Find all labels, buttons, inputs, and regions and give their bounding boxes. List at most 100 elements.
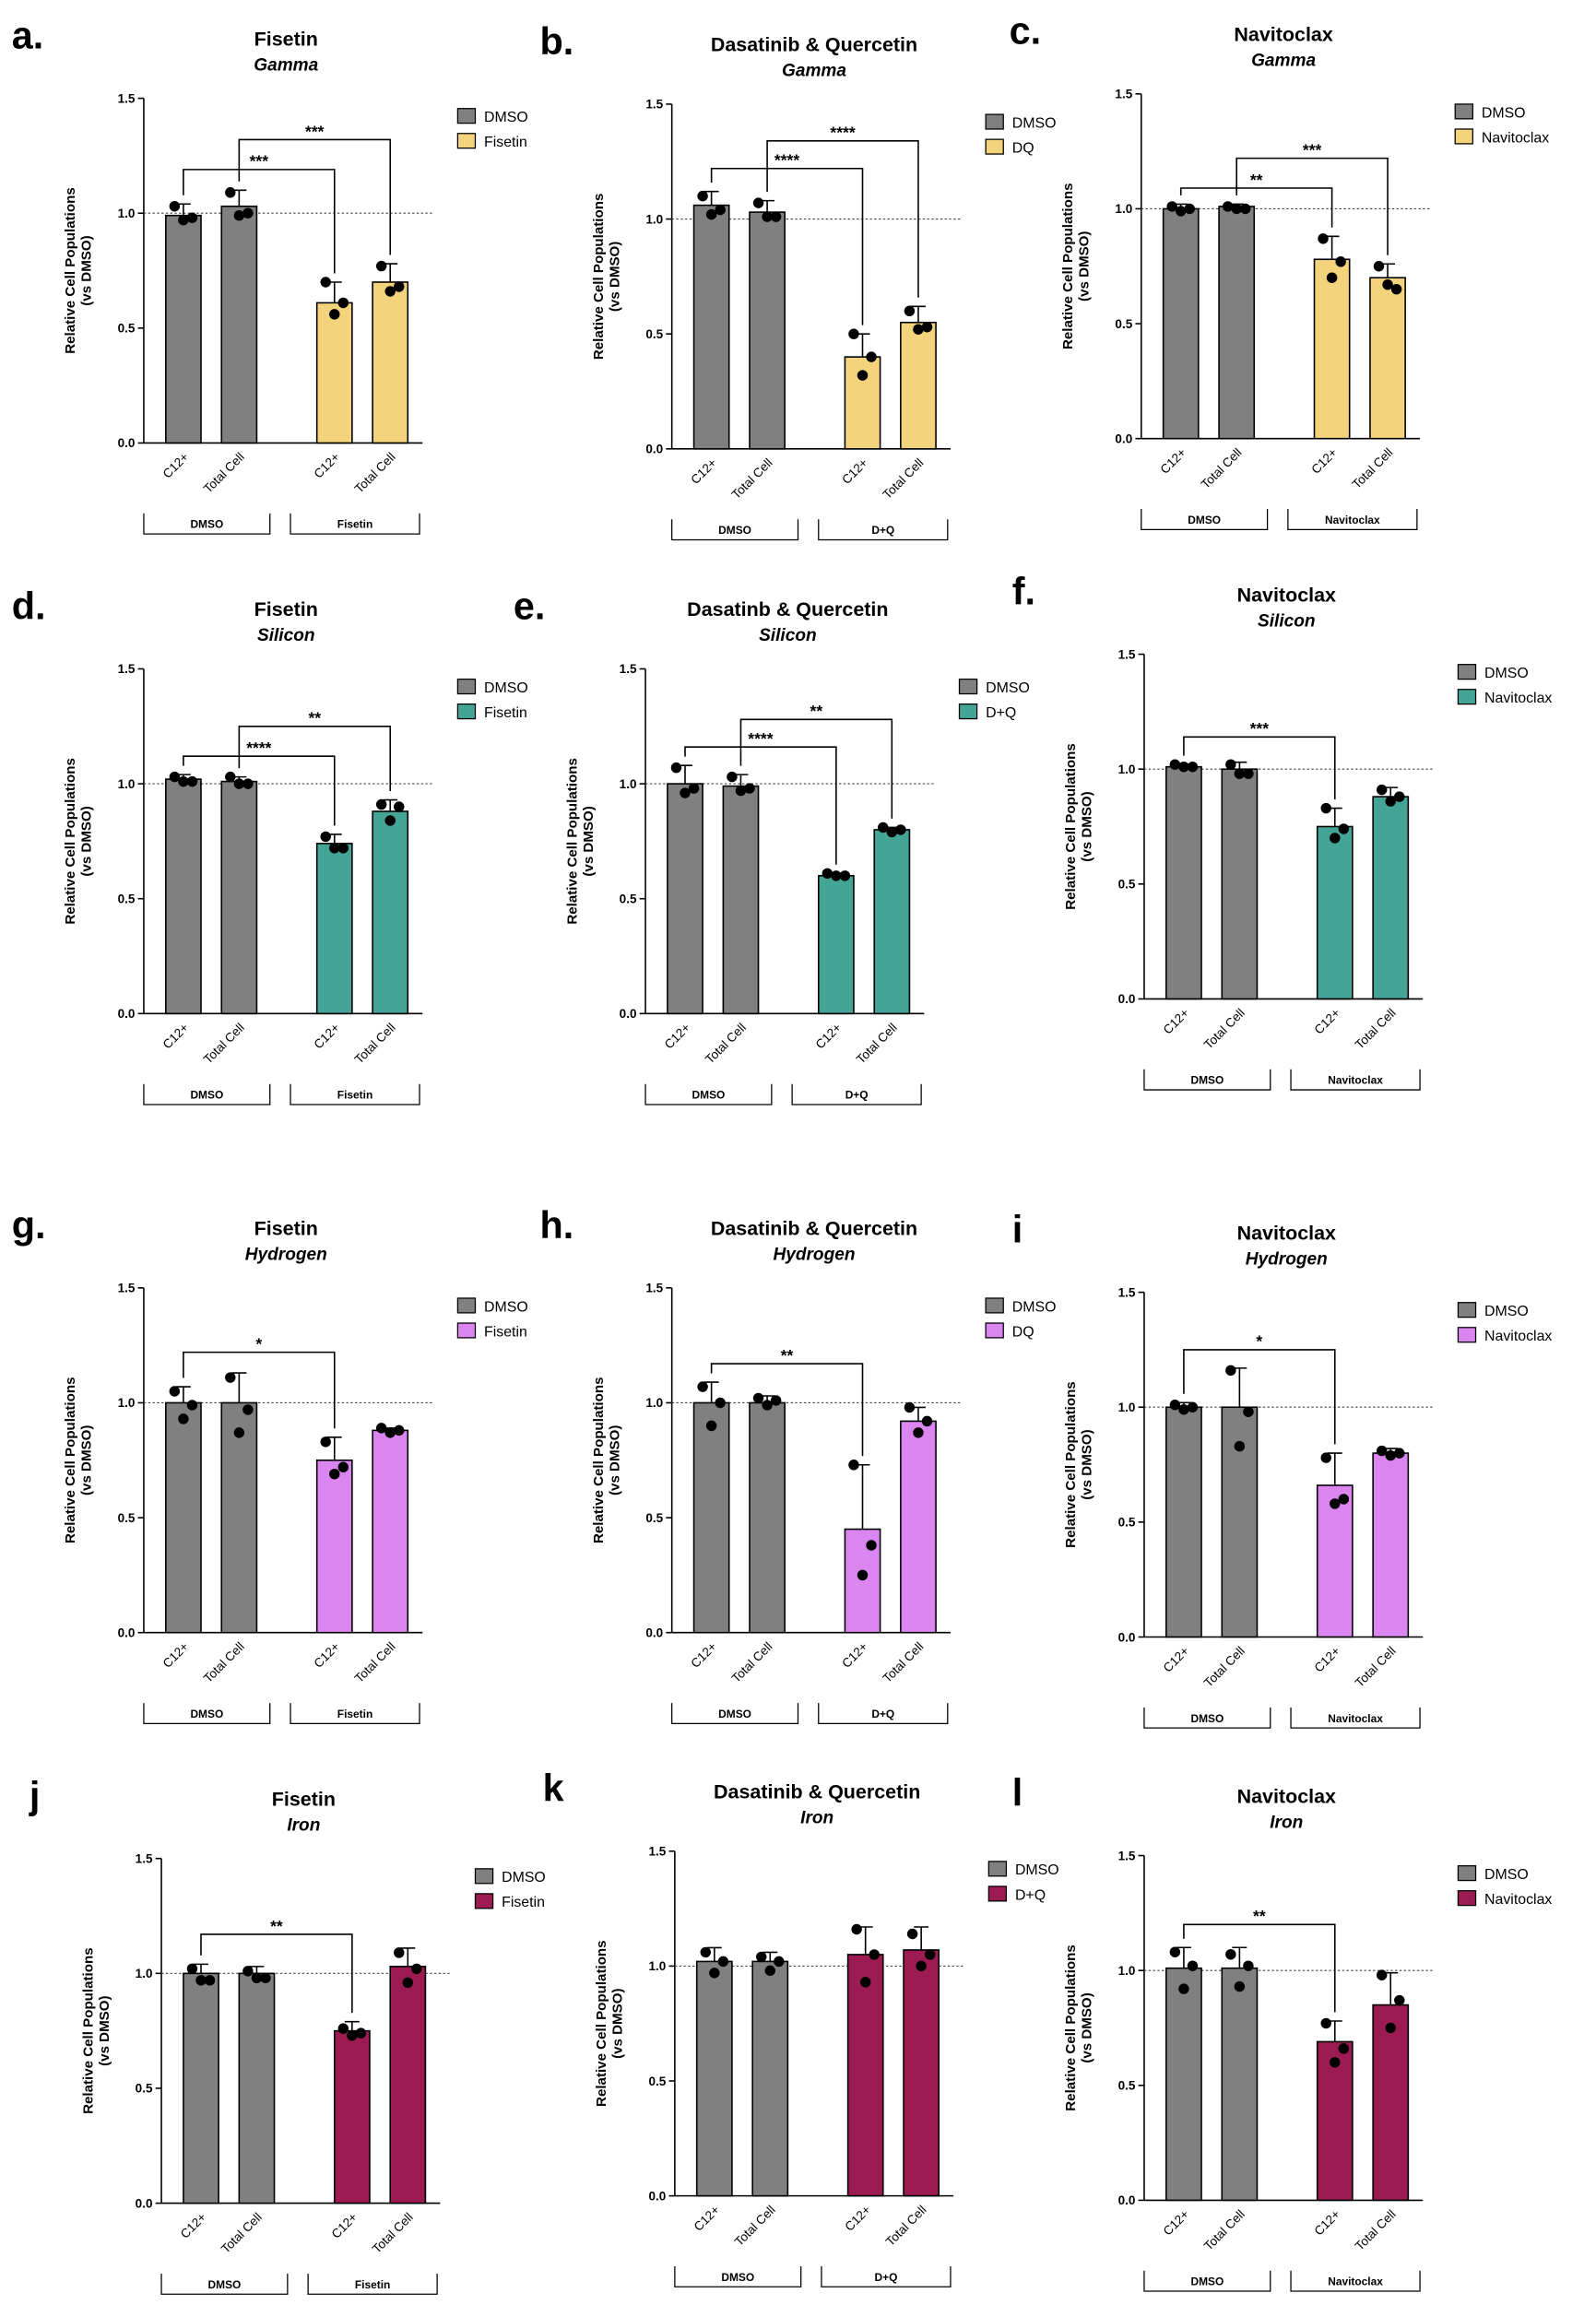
data-point [329,843,340,854]
y-axis-label: (vs DMSO) [1080,791,1095,861]
chart-title: Dasatinib & Quercetin [711,34,917,56]
y-tick-label: 1.5 [645,1282,663,1295]
y-axis-label: (vs DMSO) [581,806,597,876]
x-tick-label: C12+ [839,1639,870,1671]
significance-label: **** [830,124,855,142]
panel-letter: i [1012,1209,1023,1251]
panel-letter: j [29,1775,41,1817]
group-bracket [671,519,799,541]
significance-bracket [1235,157,1389,255]
data-point [851,1923,862,1935]
data-point [1176,206,1187,217]
data-point [347,2029,358,2041]
y-axis-label: Relative Cell Populations [564,758,580,925]
panel-letter: d. [12,585,46,627]
group-label: DMSO [1190,2275,1224,2288]
x-tick-label: Total Cell [201,450,247,496]
data-point [774,1956,785,1968]
x-tick-label: Total Cell [1353,1644,1399,1690]
data-point [822,868,833,880]
x-tick-label: Total Cell [1353,2207,1399,2253]
chart-subtitle: Hydrogen [1246,1249,1328,1269]
data-point [848,328,859,339]
legend-swatch [985,113,1004,130]
y-tick-label: 0.0 [118,1007,136,1021]
data-point [1320,802,1331,814]
y-axis-label: (vs DMSO) [1077,231,1093,301]
chart-title: Dasatinib & Quercetin [711,1218,917,1240]
panel: e. Dasatinb & Quercetin Silicon Relative Ce… [514,585,1030,1105]
data-point [384,815,396,826]
y-tick-label: 1.0 [645,1396,663,1410]
data-point [394,801,405,812]
data-point [178,1413,189,1424]
x-tick-label: Total Cell [883,2203,929,2249]
data-point [1234,1440,1246,1452]
panel: b. Dasatinib & Quercetin Gamma Relative Cel… [539,20,1056,541]
chart-subtitle: Gamma [254,55,318,75]
significance-label: **** [748,729,773,748]
x-tick-label: Total Cell [352,1639,398,1685]
data-point [1240,203,1251,215]
data-point [1225,759,1236,770]
group-label: Fisetin [337,518,372,531]
data-point [670,762,682,774]
data-point [831,870,842,881]
data-point [921,321,933,333]
data-point [1320,1452,1331,1463]
y-tick-label: 0.0 [620,1007,637,1021]
data-point [1243,1960,1254,1971]
panel: l Navitoclax Iron Relative Cell Populations… [1012,1771,1552,2292]
legend-swatch [985,1322,1004,1339]
panel-letter: b. [539,20,573,63]
y-tick-label: 1.5 [118,1282,136,1295]
legend-swatch [456,108,477,124]
data-point [169,1386,181,1397]
error-bar [706,1946,722,1962]
significance-label: **** [246,739,271,757]
panel-letter: c. [1010,10,1042,53]
y-axis-label: Relative Cell Populations [1063,1944,1079,2111]
y-axis-label: (vs DMSO) [79,806,95,876]
error-bar [326,1436,342,1460]
significance-label: **** [774,151,799,170]
error-bar [344,2020,360,2031]
x-tick-label: Total Cell [1201,1644,1247,1690]
x-tick-label: C12+ [312,1639,343,1671]
data-point [1376,1969,1388,1980]
data-point [384,286,396,297]
group-bracket [1287,509,1418,530]
group-label: D+Q [845,1089,869,1102]
y-tick-label: 0.5 [645,1511,663,1525]
legend-label: Fisetin [484,705,527,721]
y-tick-label: 0.5 [118,892,136,905]
significance-bracket [684,746,837,865]
data-point [1338,2043,1350,2054]
y-tick-label: 1.0 [620,777,637,791]
significance-bracket [710,1363,864,1457]
significance-bracket [1179,187,1333,228]
bar [751,1960,789,2197]
group-label: D+Q [871,1708,894,1720]
data-point [1225,1365,1236,1377]
data-point [1373,261,1385,272]
group-label: Navitoclax [1328,2275,1383,2288]
legend-label: DMSO [484,110,528,125]
significance-bracket [1183,736,1336,800]
x-tick-label: C12+ [178,2210,209,2241]
x-tick-label: C12+ [1312,1006,1343,1037]
y-tick-label: 0.0 [118,1625,136,1639]
group-bracket [143,513,271,535]
group-label: Navitoclax [1325,514,1380,526]
data-point [394,281,405,292]
data-point [688,783,700,794]
bar [667,783,703,1015]
chart-title: Fisetin [254,598,318,621]
chart-title: Fisetin [272,1788,336,1810]
significance-label: ** [1253,1907,1266,1925]
x-tick-label: C12+ [329,2210,361,2241]
x-tick-label: C12+ [688,1639,719,1671]
y-tick-label: 0.0 [1115,431,1132,445]
error-bar [1327,1452,1342,1485]
panel-letter: h. [539,1204,573,1247]
